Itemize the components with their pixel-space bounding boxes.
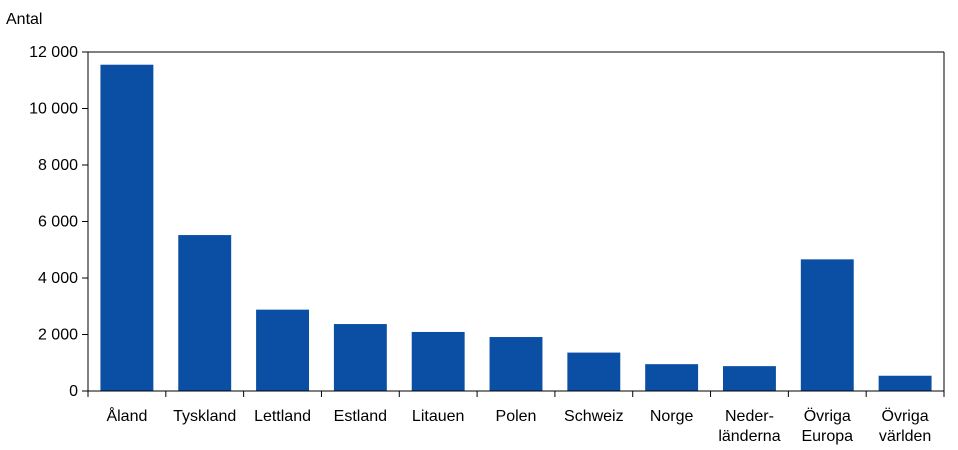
x-tick-label-line: Övriga [804, 407, 851, 425]
bar [800, 259, 854, 391]
x-tick-label: Åland [106, 406, 147, 425]
x-tick-label-line: Tyskland [173, 408, 236, 425]
x-tick-label-line: Neder- [725, 408, 774, 425]
x-tick-label: Övriga världen [879, 407, 931, 445]
x-tick-label-line: Lettland [254, 408, 311, 425]
y-tick-label: 2 000 [38, 327, 78, 344]
x-tick-label-line: länderna [718, 428, 780, 445]
x-tick-label-line: Estland [334, 408, 387, 425]
x-tick-label: Estland [334, 408, 387, 425]
x-tick-label-line: Polen [496, 408, 537, 425]
bar [178, 235, 232, 391]
x-tick-label-line: Schweiz [564, 408, 624, 425]
bars [100, 64, 932, 392]
bar [645, 364, 699, 391]
x-tick-label: Polen [496, 408, 537, 425]
x-tick-label: Övriga Europa [801, 407, 853, 445]
x-tick-label: Tyskland [173, 408, 236, 425]
y-tick-label: 8 000 [38, 157, 78, 174]
y-tick-label: 12 000 [29, 44, 78, 61]
x-tick-label: Norge [650, 408, 694, 425]
x-tick-label-line: Litauen [412, 408, 465, 425]
x-tick-label: Neder-länderna [718, 408, 780, 445]
x-tick-label: Lettland [254, 408, 311, 425]
bar [256, 309, 310, 391]
y-tick-label: 10 000 [29, 101, 78, 118]
bar [100, 64, 154, 392]
y-tick-label: 0 [69, 383, 78, 400]
x-tick-label-line: Övriga [882, 407, 929, 425]
bar [722, 366, 776, 391]
x-tick-label-line: Europa [801, 428, 853, 445]
x-tick-label: Schweiz [564, 408, 624, 425]
bar [411, 331, 465, 391]
bar [333, 324, 387, 391]
x-tick-label-line: Åland [106, 406, 147, 425]
x-tick-label: Litauen [412, 408, 465, 425]
y-axis-title: Antal [6, 11, 42, 28]
x-axis: Åland Tyskland Lettland Estland Litauen Polen… [82, 390, 945, 445]
y-axis: 0 2 000 4 000 6 000 8 000 10 000 12 000 [29, 44, 945, 400]
y-tick-label: 6 000 [38, 214, 78, 231]
bar [489, 337, 543, 391]
y-tick-label: 4 000 [38, 270, 78, 287]
x-tick-label-line: världen [879, 428, 931, 445]
x-tick-label-line: Norge [650, 408, 694, 425]
bar [878, 375, 932, 391]
bar [567, 352, 621, 391]
